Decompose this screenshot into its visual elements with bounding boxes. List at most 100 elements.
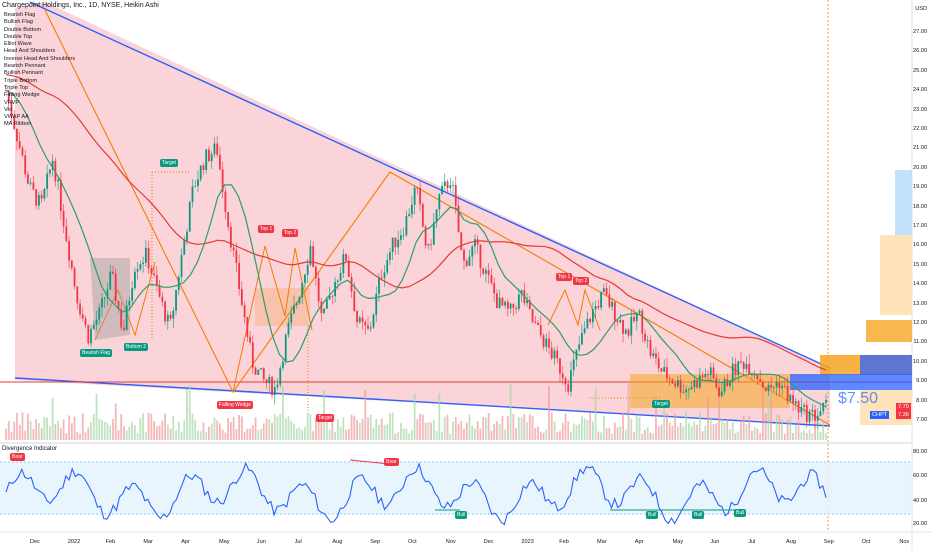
volume-bar xyxy=(819,432,822,440)
volume-bar xyxy=(21,412,24,440)
candle-body xyxy=(734,363,737,375)
candle-body xyxy=(539,325,542,336)
volume-bar xyxy=(421,414,424,440)
volume-bar xyxy=(589,412,592,440)
volume-bar xyxy=(347,428,350,440)
volume-bar xyxy=(715,423,718,440)
volume-bar xyxy=(194,420,197,440)
candle-body xyxy=(770,384,773,388)
price-tick: 27.00 xyxy=(913,29,927,35)
legend-item[interactable]: Falling Wedge xyxy=(4,92,40,99)
indicator-title[interactable]: Divergence Indicator xyxy=(2,446,58,452)
candle-body xyxy=(410,204,413,215)
volume-bar xyxy=(581,416,583,440)
candle-body xyxy=(767,384,770,391)
candle-body xyxy=(79,303,81,315)
candle-body xyxy=(424,226,427,246)
candle-body xyxy=(803,404,805,407)
volume-bar xyxy=(542,432,545,440)
volume-bar xyxy=(564,413,567,440)
candle-body xyxy=(572,359,575,371)
time-tick: 2022 xyxy=(67,539,81,545)
candle-body xyxy=(177,276,180,291)
candle-body xyxy=(548,338,550,348)
volume-profile xyxy=(790,170,912,425)
candle-body xyxy=(331,295,334,297)
volume-bar xyxy=(81,413,84,440)
time-tick: Jun xyxy=(710,539,720,545)
indicator-legend[interactable]: Bearish Flag Bullish Flag Double Bottom Dou… xyxy=(4,12,75,129)
candle-body xyxy=(564,378,567,385)
candle-body xyxy=(616,320,619,323)
time-tick: Jul xyxy=(748,539,756,545)
legend-item[interactable]: Double Top xyxy=(4,33,33,40)
candle-body xyxy=(117,300,120,310)
volume-bar xyxy=(133,425,136,440)
volume-bar xyxy=(731,422,734,440)
volume-bar xyxy=(314,418,317,440)
volume-bar xyxy=(825,433,827,440)
candle-body xyxy=(109,271,112,290)
candle-body xyxy=(438,194,441,210)
legend-item[interactable]: Double Bottom xyxy=(4,26,42,33)
legend-item[interactable]: Inverse Head And Shoulders xyxy=(4,55,76,62)
candle-body xyxy=(191,186,194,203)
legend-item[interactable]: VWAP AA xyxy=(4,114,29,121)
volume-bar xyxy=(753,427,756,440)
volume-bar xyxy=(147,412,150,440)
volume-bar xyxy=(803,430,805,440)
legend-item[interactable]: Bearish Pennant xyxy=(4,63,46,70)
volume-bar xyxy=(257,429,260,440)
volume-bar xyxy=(405,428,408,440)
volume-bar xyxy=(144,432,147,440)
volume-bar xyxy=(336,419,339,440)
volume-bar xyxy=(677,426,679,440)
candle-body xyxy=(32,182,35,190)
candle-body xyxy=(600,292,603,308)
legend-item[interactable]: VRVP xyxy=(4,99,20,106)
candle-body xyxy=(219,154,221,170)
candle-body xyxy=(682,392,685,393)
candle-body xyxy=(389,252,391,261)
candle-body xyxy=(811,409,814,412)
candle-body xyxy=(652,353,655,356)
volume-bar xyxy=(383,425,386,440)
candle-body xyxy=(671,379,674,384)
volume-bar xyxy=(767,391,770,440)
candle-body xyxy=(545,338,548,347)
legend-item[interactable]: Bullish Pennant xyxy=(4,70,43,77)
candle-body xyxy=(449,185,452,189)
candle-body xyxy=(781,385,784,389)
candle-body xyxy=(317,277,320,302)
legend-item[interactable]: Head And Shoulders xyxy=(4,48,56,55)
candle-body xyxy=(504,301,507,306)
volume-bar xyxy=(153,421,155,440)
legend-item[interactable]: MA Ribbon xyxy=(4,121,32,128)
candle-body xyxy=(257,369,260,375)
candle-body xyxy=(43,188,46,199)
volume-bar xyxy=(29,420,32,440)
volume-bar xyxy=(10,432,13,440)
candle-body xyxy=(76,286,79,304)
candle-body xyxy=(339,273,342,281)
volume-bar xyxy=(449,433,452,440)
candle-body xyxy=(666,367,668,379)
price-tick: 18.00 xyxy=(913,203,927,210)
candle-body xyxy=(397,239,400,248)
volume-bar xyxy=(814,426,816,440)
legend-item[interactable]: Vol xyxy=(4,106,12,113)
legend-item[interactable]: Triple Bottom xyxy=(4,77,38,84)
candle-body xyxy=(251,342,254,368)
candle-body xyxy=(150,268,153,274)
legend-item[interactable]: Bearish Flag xyxy=(4,12,36,18)
volume-bar xyxy=(509,384,512,440)
candle-body xyxy=(655,353,657,359)
candle-body xyxy=(29,182,32,184)
candle-body xyxy=(227,211,230,227)
volume-bar xyxy=(709,417,712,440)
legend-item[interactable]: Triple Top xyxy=(4,84,29,91)
candle-body xyxy=(550,347,553,359)
legend-item[interactable]: Elliot Wave xyxy=(4,41,32,48)
legend-item[interactable]: Bullish Flag xyxy=(4,19,33,26)
